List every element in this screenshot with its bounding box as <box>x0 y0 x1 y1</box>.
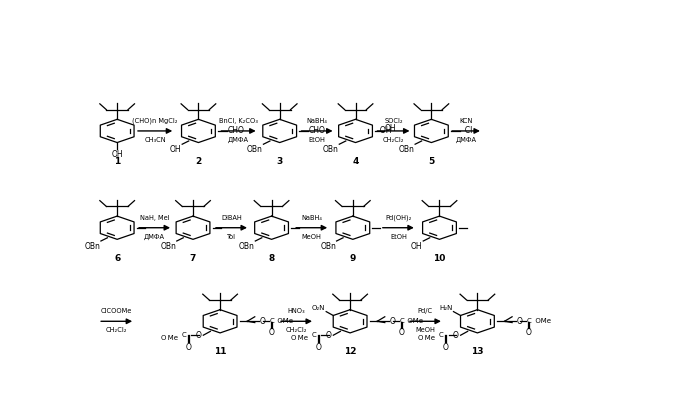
Text: C: C <box>439 332 443 338</box>
Text: 13: 13 <box>471 347 484 357</box>
Text: EtOH: EtOH <box>390 233 407 240</box>
Text: ДМФА: ДМФА <box>228 137 249 143</box>
Text: O: O <box>442 343 448 352</box>
Text: MeOH: MeOH <box>415 327 435 333</box>
Text: OMe: OMe <box>534 318 551 324</box>
Text: OMe: OMe <box>406 318 424 324</box>
Text: O: O <box>452 331 459 340</box>
Text: C: C <box>312 332 316 338</box>
Text: 3: 3 <box>277 157 283 166</box>
Text: O: O <box>526 328 532 337</box>
Text: CHO: CHO <box>309 127 326 135</box>
Text: O: O <box>268 328 275 337</box>
Text: 12: 12 <box>344 347 356 357</box>
Text: C: C <box>182 332 186 338</box>
Text: O: O <box>259 317 266 326</box>
Text: BnCl, K₂CO₃: BnCl, K₂CO₃ <box>219 118 258 124</box>
Text: NaBH₄: NaBH₄ <box>301 215 322 221</box>
Text: OH: OH <box>375 127 391 135</box>
Text: Cl: Cl <box>461 127 472 135</box>
Text: 4: 4 <box>352 157 359 166</box>
Text: O Me: O Me <box>161 335 178 341</box>
Text: O: O <box>389 317 396 326</box>
Text: 2: 2 <box>195 157 201 166</box>
Text: HNO₃: HNO₃ <box>288 308 305 314</box>
Text: OH: OH <box>111 150 123 159</box>
Text: KCN: KCN <box>459 118 473 124</box>
Text: 11: 11 <box>214 347 226 357</box>
Text: Pd/C: Pd/C <box>418 308 433 314</box>
Text: 6: 6 <box>114 254 120 263</box>
Text: 10: 10 <box>433 254 446 263</box>
Text: OBn: OBn <box>398 145 415 154</box>
Text: OBn: OBn <box>85 242 101 251</box>
Text: SOCl₂: SOCl₂ <box>384 118 403 124</box>
Text: (CHO)n MgCl₂: (CHO)n MgCl₂ <box>132 117 178 124</box>
Text: OBn: OBn <box>320 242 336 251</box>
Text: OBn: OBn <box>247 145 263 154</box>
Text: 5: 5 <box>428 157 435 166</box>
Text: CH₃CN: CH₃CN <box>144 137 166 143</box>
Text: OH: OH <box>170 145 182 154</box>
Text: C: C <box>269 318 274 324</box>
Text: Tol: Tol <box>227 233 236 240</box>
Text: CH₂Cl₂: CH₂Cl₂ <box>382 137 404 143</box>
Text: ClCOOMe: ClCOOMe <box>101 308 132 314</box>
Text: O: O <box>325 331 331 340</box>
Text: O₂N: O₂N <box>312 305 325 311</box>
Text: OH: OH <box>384 124 396 133</box>
Text: MeOH: MeOH <box>302 233 322 240</box>
Text: O: O <box>398 328 405 337</box>
Text: C: C <box>527 318 531 324</box>
Text: 7: 7 <box>190 254 196 263</box>
Text: OBn: OBn <box>160 242 176 251</box>
Text: H₂N: H₂N <box>439 305 452 311</box>
Text: O: O <box>195 331 201 340</box>
Text: Pd(OH)₂: Pd(OH)₂ <box>385 214 412 221</box>
Text: CHO: CHO <box>228 127 245 135</box>
Text: ДМФА: ДМФА <box>456 137 477 143</box>
Text: NaH, MeI: NaH, MeI <box>140 215 169 221</box>
Text: 8: 8 <box>268 254 275 263</box>
Text: 9: 9 <box>350 254 356 263</box>
Text: C: C <box>399 318 404 324</box>
Text: O: O <box>517 317 523 326</box>
Text: NaBH₄: NaBH₄ <box>307 118 328 124</box>
Text: OMe: OMe <box>276 318 294 324</box>
Text: DIBAH: DIBAH <box>221 215 242 221</box>
Text: CH₂Cl₂: CH₂Cl₂ <box>106 327 127 333</box>
Text: OBn: OBn <box>323 145 339 154</box>
Text: OBn: OBn <box>239 242 254 251</box>
Text: 1: 1 <box>114 157 120 166</box>
Text: O Me: O Me <box>418 335 435 341</box>
Text: O: O <box>185 343 191 352</box>
Text: ДМФА: ДМФА <box>144 233 165 240</box>
Text: O Me: O Me <box>291 335 308 341</box>
Text: CH₂Cl₂: CH₂Cl₂ <box>286 327 308 333</box>
Text: EtOH: EtOH <box>309 137 326 143</box>
Text: O: O <box>315 343 321 352</box>
Text: OH: OH <box>411 242 423 251</box>
